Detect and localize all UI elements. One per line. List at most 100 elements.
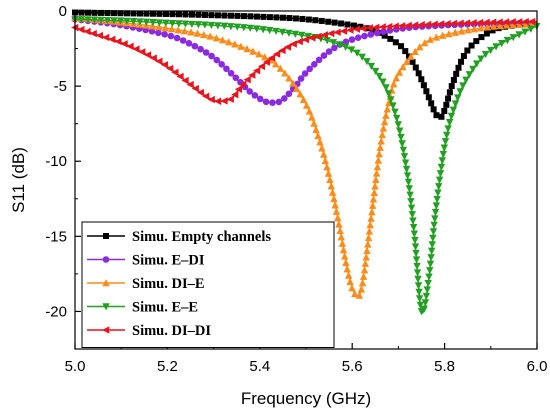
- data-point: [267, 54, 276, 62]
- data-point: [438, 31, 447, 39]
- data-point: [343, 265, 351, 273]
- data-point: [473, 38, 480, 45]
- x-tick-label: 5.6: [342, 358, 363, 375]
- data-point: [476, 18, 484, 27]
- x-axis-title: Frequency (GHz): [241, 389, 371, 408]
- data-point: [234, 12, 241, 19]
- data-point: [443, 101, 450, 108]
- data-point: [449, 106, 458, 114]
- data-point: [460, 52, 467, 59]
- data-point: [252, 66, 261, 75]
- data-point: [180, 27, 189, 35]
- data-point: [299, 95, 308, 104]
- data-point: [292, 84, 301, 92]
- data-point: [395, 68, 404, 76]
- data-point: [331, 44, 338, 52]
- data-point: [416, 301, 425, 309]
- data-point: [179, 37, 187, 44]
- data-point: [353, 49, 361, 57]
- data-point: [411, 21, 419, 29]
- data-point: [201, 11, 208, 18]
- data-point: [470, 25, 479, 33]
- data-point: [352, 25, 360, 33]
- data-point: [379, 78, 387, 86]
- data-point: [399, 63, 407, 71]
- data-point: [376, 143, 384, 151]
- data-point: [195, 11, 202, 18]
- data-point: [407, 52, 415, 60]
- data-point: [126, 42, 134, 51]
- data-point: [278, 46, 286, 55]
- data-point: [223, 65, 230, 73]
- data-point: [324, 169, 333, 177]
- legend-label: Simu. DI–E: [132, 276, 205, 292]
- data-point: [359, 272, 368, 280]
- data-point: [421, 39, 429, 47]
- data-point: [409, 217, 417, 225]
- data-point: [421, 299, 430, 307]
- data-point: [155, 23, 163, 31]
- data-point: [515, 20, 524, 28]
- data-point: [361, 32, 368, 40]
- data-point: [330, 194, 338, 203]
- data-point: [496, 21, 504, 30]
- axis-ticks: 5.0 5.2 5.4 5.6 5.8 6.0 0 -5 -10 -15 -20: [45, 3, 547, 375]
- data-point: [339, 27, 348, 35]
- data-point: [378, 130, 386, 139]
- data-point: [365, 24, 373, 32]
- data-point: [200, 30, 208, 39]
- data-point: [104, 10, 111, 17]
- data-point: [380, 118, 389, 126]
- data-point: [259, 26, 267, 34]
- data-point: [348, 284, 356, 292]
- data-point: [196, 88, 205, 97]
- data-point: [289, 40, 297, 48]
- data-point: [527, 25, 535, 33]
- data-point: [456, 88, 464, 96]
- data-point: [509, 21, 517, 29]
- data-point: [495, 18, 503, 26]
- data-point: [477, 55, 485, 63]
- data-point: [468, 42, 475, 49]
- data-point: [528, 17, 536, 26]
- data-point: [451, 28, 459, 36]
- data-point: [398, 22, 406, 30]
- data-point: [446, 89, 453, 96]
- data-point: [269, 99, 276, 107]
- data-point: [166, 64, 174, 73]
- data-point: [108, 35, 116, 44]
- data-point: [279, 14, 286, 21]
- data-point: [325, 18, 332, 25]
- data-point: [102, 33, 110, 42]
- data-point: [502, 18, 510, 26]
- data-point: [451, 100, 460, 108]
- data-point: [314, 131, 322, 140]
- data-point: [301, 70, 309, 77]
- data-point: [347, 46, 356, 54]
- data-point: [521, 28, 529, 36]
- data-point: [194, 21, 203, 29]
- data-point: [411, 47, 419, 56]
- data-point: [425, 273, 433, 281]
- data-point: [90, 16, 99, 24]
- data-point: [369, 195, 378, 203]
- legend-swatch-marker: [102, 279, 110, 287]
- data-point: [483, 30, 490, 37]
- data-point: [312, 17, 319, 24]
- data-point: [425, 94, 432, 101]
- data-point: [338, 20, 345, 27]
- data-point: [424, 279, 432, 288]
- data-point: [422, 292, 431, 301]
- data-point: [207, 95, 215, 104]
- data-point: [188, 11, 195, 18]
- data-point: [464, 47, 471, 54]
- data-point: [350, 22, 357, 29]
- data-point: [404, 178, 413, 186]
- y-tick-label: 0: [59, 3, 67, 20]
- data-point: [232, 74, 240, 82]
- data-point: [289, 79, 297, 87]
- data-point: [408, 211, 416, 219]
- data-point: [426, 35, 434, 43]
- data-point: [490, 22, 498, 30]
- data-point: [423, 286, 431, 294]
